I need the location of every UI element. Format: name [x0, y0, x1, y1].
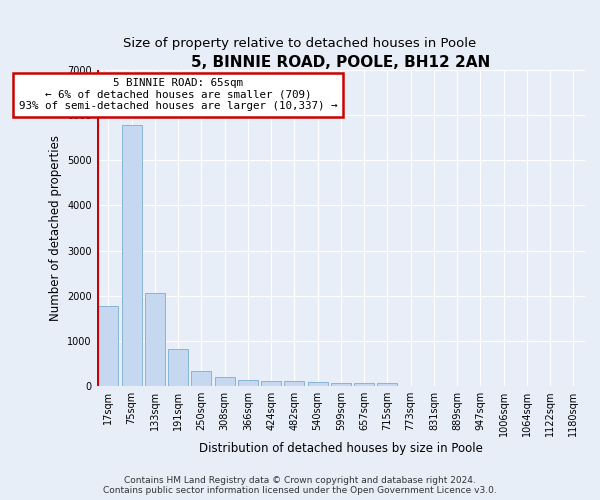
Bar	[354, 383, 374, 386]
Bar	[308, 382, 328, 386]
Bar	[377, 383, 397, 386]
Text: Contains HM Land Registry data © Crown copyright and database right 2024.
Contai: Contains HM Land Registry data © Crown c…	[103, 476, 497, 495]
Bar	[215, 378, 235, 386]
Bar	[122, 125, 142, 386]
Bar	[191, 370, 211, 386]
Text: Size of property relative to detached houses in Poole: Size of property relative to detached ho…	[124, 38, 476, 51]
Bar	[261, 381, 281, 386]
Bar	[98, 306, 118, 386]
Bar	[168, 349, 188, 386]
Text: 5 BINNIE ROAD: 65sqm
← 6% of detached houses are smaller (709)
93% of semi-detac: 5 BINNIE ROAD: 65sqm ← 6% of detached ho…	[19, 78, 337, 112]
Bar	[145, 293, 165, 386]
Bar	[238, 380, 258, 386]
Y-axis label: Number of detached properties: Number of detached properties	[49, 135, 62, 321]
Bar	[284, 382, 304, 386]
X-axis label: Distribution of detached houses by size in Poole: Distribution of detached houses by size …	[199, 442, 483, 455]
Bar	[331, 383, 351, 386]
Title: 5, BINNIE ROAD, POOLE, BH12 2AN: 5, BINNIE ROAD, POOLE, BH12 2AN	[191, 55, 491, 70]
